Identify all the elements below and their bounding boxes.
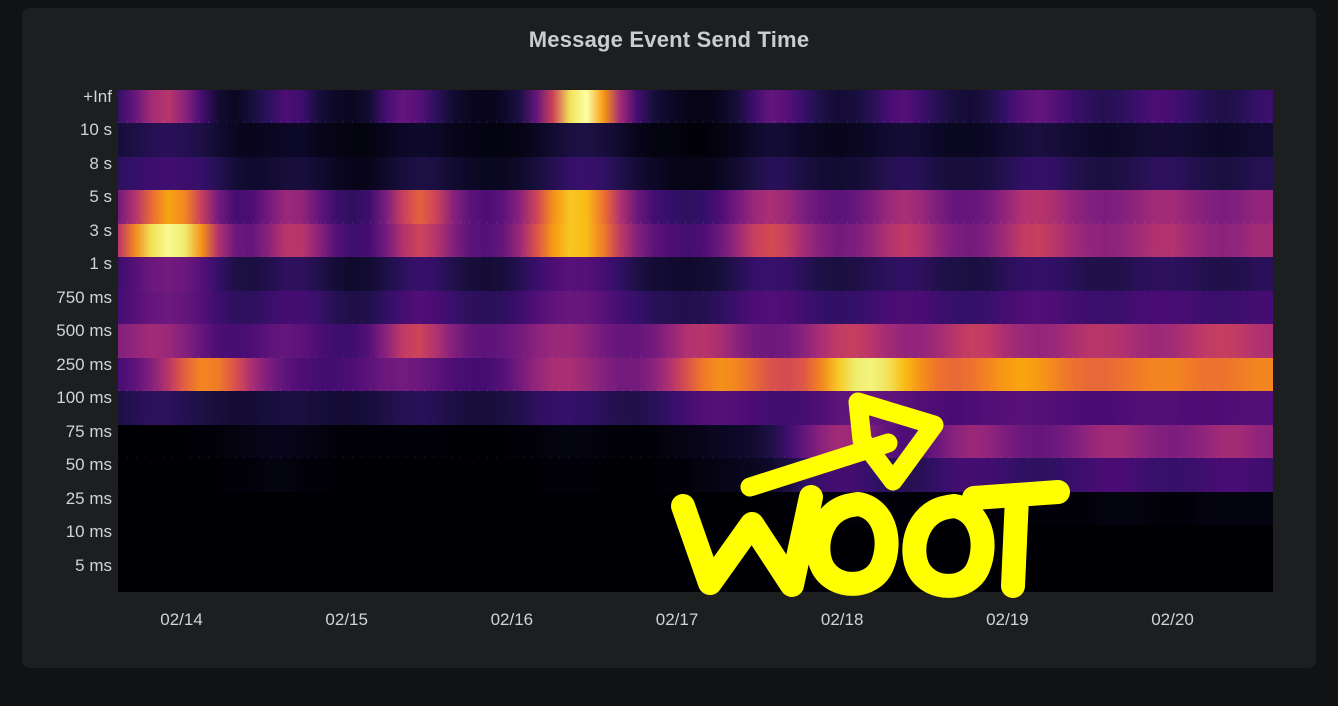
heatmap-row-gradient [118,290,1273,325]
heatmap-row-tickmarks [118,355,1273,358]
y-axis-tick-label: 10 s [79,120,112,140]
heatmap-row[interactable] [118,324,1273,358]
x-axis-tick-label: 02/19 [986,610,1029,629]
heatmap-chart[interactable] [118,90,1273,592]
x-axis-tick-label: 02/17 [655,610,699,629]
heatmap-row-gradient [118,123,1273,157]
y-axis-tick-label: 3 s [89,220,112,240]
y-axis-tick-label: 10 ms [65,522,112,542]
y-axis-tick-label: 500 ms [56,321,112,341]
heatmap-row[interactable] [118,257,1273,291]
heatmap-row[interactable] [118,391,1273,425]
y-axis-tick-label: 5 s [89,187,112,207]
heatmap-row-tickmarks [118,422,1273,425]
y-axis-tick-label: +Inf [83,87,112,106]
heatmap-row-gradient [118,424,1273,459]
heatmap-row[interactable] [118,458,1273,492]
heatmap-row-gradient [118,357,1273,392]
heatmap-row[interactable] [118,558,1273,592]
heatmap-row[interactable] [118,357,1273,392]
heatmap-row-tickmarks [118,456,1273,459]
heatmap-row[interactable] [118,290,1273,325]
heatmap-row-gradient [118,324,1273,358]
y-axis: +Inf 10 s 8 s 5 s 3 s 1 s 750 ms 500 ms 250 ms 10… [22,87,112,592]
heatmap-row[interactable] [118,525,1273,559]
heatmap-row-tickmarks [118,389,1273,392]
heatmap-row-gradient [118,223,1273,258]
heatmap-row-tickmarks [118,188,1273,191]
x-axis-tick-label: 02/16 [490,610,534,629]
heatmap-row-tickmarks [118,255,1273,258]
y-axis-tick-label: 750 ms [56,287,112,307]
heatmap-row[interactable] [118,123,1273,157]
below-panel-stub: ... [68,694,84,706]
x-axis-tick-label: 02/20 [1151,610,1194,629]
x-axis-tick-label: 02/18 [820,610,864,629]
heatmap-row-gradient [118,558,1273,592]
heatmap-row-gradient [118,190,1273,224]
page-title: Message Event Send Time [528,27,810,52]
heatmap-row-tickmarks [118,288,1273,291]
x-axis-tick-label: 02/15 [325,610,368,629]
y-axis-tick-label: 50 ms [65,455,112,475]
heatmap-row[interactable] [118,156,1273,191]
heatmap-plot-area[interactable] [118,90,1273,592]
y-axis-tick-label: 8 s [89,153,112,173]
heatmap-row-tickmarks [118,322,1273,325]
heatmap-row-gradient [118,90,1273,124]
heatmap-row-gradient [118,458,1273,492]
heatmap-row[interactable] [118,491,1273,526]
heatmap-row[interactable] [118,190,1273,224]
heatmap-row-gradient [118,156,1273,191]
y-axis-tick-label: 5 ms [75,555,112,575]
y-axis-tick-label: 25 ms [65,488,112,508]
heatmap-row-tickmarks [118,154,1273,157]
heatmap-row[interactable] [118,424,1273,459]
heatmap-row-gradient [118,525,1273,559]
heatmap-row-gradient [118,391,1273,425]
heatmap-row-gradient [118,491,1273,526]
x-axis: 02/14 02/15 02/16 02/17 02/18 02/19 02/20 [118,600,1273,634]
y-axis-tick-label: 250 ms [56,354,112,374]
heatmap-row[interactable] [118,90,1273,124]
y-axis-tick-label: 100 ms [56,388,112,408]
heatmap-row-gradient [118,257,1273,291]
heatmap-row-tickmarks [118,121,1273,124]
y-axis-tick-label: 75 ms [65,421,112,441]
heatmap-row-tickmarks [118,221,1273,224]
x-axis-tick-label: 02/14 [160,610,203,629]
heatmap-row[interactable] [118,223,1273,258]
chart-panel: Message Event Send Time +Inf 10 s 8 s 5 s 3 … [22,8,1316,668]
y-axis-tick-label: 1 s [89,254,112,274]
